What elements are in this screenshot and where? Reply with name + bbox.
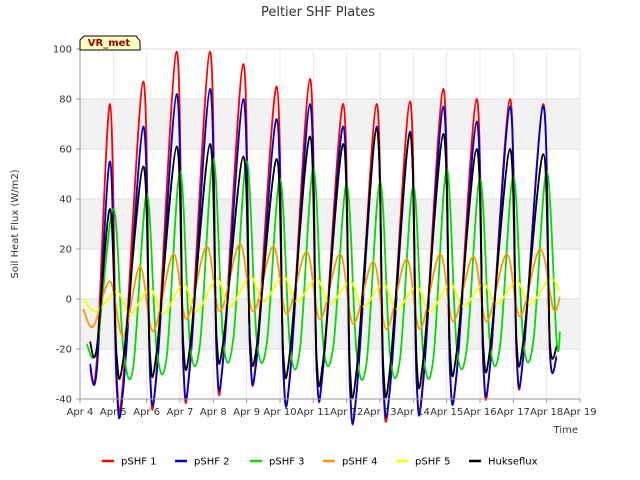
x-tick-label: Apr 10 xyxy=(263,407,296,418)
x-tick-label: Apr 15 xyxy=(430,407,463,418)
x-tick-label: Apr 9 xyxy=(233,407,260,418)
annotation-box: VR_met xyxy=(79,35,141,51)
axes xyxy=(79,49,580,400)
series-line-pshf-4 xyxy=(82,243,561,338)
y-tick-label: 0 xyxy=(66,295,72,306)
x-tick-label: Apr 8 xyxy=(200,407,227,418)
x-tick-label: Apr 7 xyxy=(167,407,194,418)
x-tick-labels: Apr 4 Apr 5 Apr 6 Apr 7 Apr 8 Apr 9 Apr 10 Apr … xyxy=(67,399,597,418)
annotation-background xyxy=(79,35,141,51)
x-tick-label: Apr 4 xyxy=(67,407,94,418)
x-tick-label: Apr 11 xyxy=(297,407,330,418)
x-tick-label: Apr 17 xyxy=(497,407,530,418)
legend-label: pSHF 1 xyxy=(121,457,157,468)
y-axis-label: Soil Heat Flux (W/m2) xyxy=(10,169,21,278)
legend-label: pSHF 4 xyxy=(342,457,378,468)
x-tick-label: Apr 19 xyxy=(563,407,596,418)
series-line-pshf-5 xyxy=(82,275,561,315)
y-tick-label: 40 xyxy=(59,195,72,206)
x-tick-label: Apr 18 xyxy=(530,407,563,418)
series-line-hukseflux xyxy=(89,128,558,399)
legend: pSHF 1 pSHF 2 pSHF 3 pSHF 4 pSHF 5 Hukseflux xyxy=(102,457,538,468)
legend-label: pSHF 2 xyxy=(194,457,230,468)
series-layer xyxy=(82,50,561,426)
x-tick-label: Apr 13 xyxy=(363,407,396,418)
y-tick-label: 20 xyxy=(59,245,72,256)
y-tick-label: 60 xyxy=(59,145,72,156)
x-tick-label: Apr 5 xyxy=(100,407,127,418)
background-band xyxy=(80,299,580,349)
annotation-text: VR_met xyxy=(88,38,131,49)
legend-label: Hukseflux xyxy=(488,457,538,468)
y-tick-labels: -40 -20 0 20 40 60 80 100 xyxy=(53,45,80,406)
plot-background xyxy=(80,49,580,399)
y-tick-label: 80 xyxy=(59,95,72,106)
x-axis-label: Time xyxy=(553,425,578,436)
y-tick-label: -20 xyxy=(56,345,72,356)
x-tick-label: Apr 14 xyxy=(397,407,430,418)
y-tick-label: 100 xyxy=(53,45,72,56)
x-tick-label: Apr 16 xyxy=(463,407,496,418)
y-tick-label: -40 xyxy=(56,395,72,406)
x-tick-label: Apr 6 xyxy=(133,407,160,418)
chart-title: Peltier SHF Plates xyxy=(261,5,375,20)
background-band xyxy=(80,199,580,249)
x-tick-label: Apr 12 xyxy=(330,407,363,418)
legend-label: pSHF 3 xyxy=(269,457,305,468)
legend-label: pSHF 5 xyxy=(415,457,451,468)
background-band xyxy=(80,99,580,149)
